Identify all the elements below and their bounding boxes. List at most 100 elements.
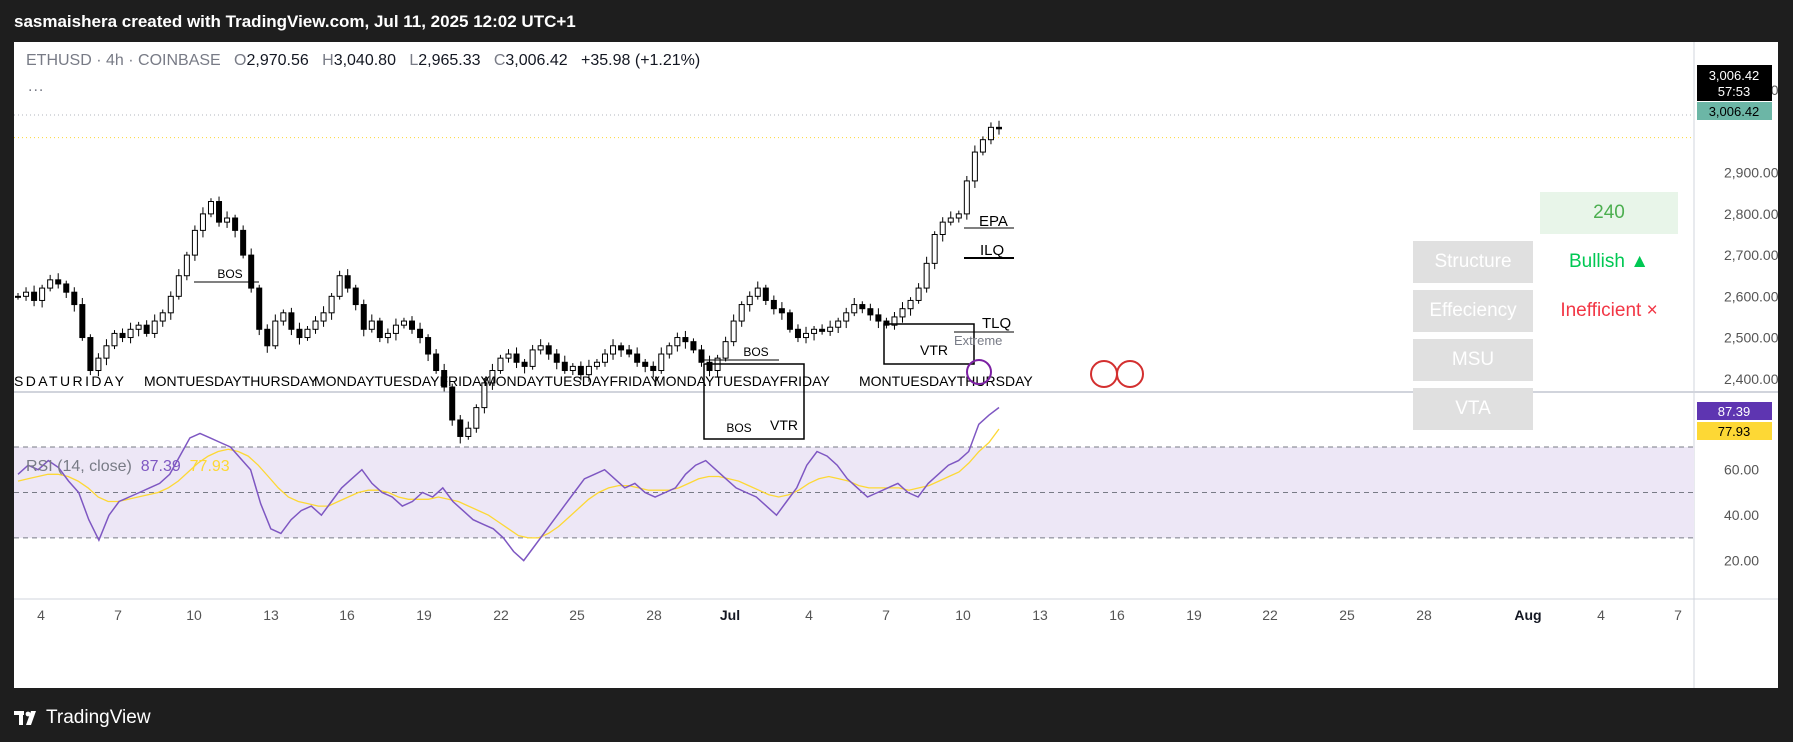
candle-body — [505, 353, 512, 359]
candle-body — [561, 361, 568, 372]
ohlc-legend: ETHUSD · 4h · COINBASE O2,970.56 H3,040.… — [26, 52, 700, 70]
candle-body — [376, 320, 383, 339]
candle-body — [417, 328, 424, 339]
time-tick-label: 7 — [882, 607, 890, 623]
candle-body — [368, 320, 375, 330]
candle-body — [634, 353, 641, 363]
candle-body — [119, 332, 126, 339]
candle-body — [899, 308, 906, 318]
candle-body — [513, 353, 520, 363]
day-labels: MONDAYTUESDAYFRIDAY — [484, 373, 660, 389]
candle-body — [240, 229, 247, 256]
candle-body — [626, 349, 633, 355]
msu-label: MSU — [1413, 339, 1533, 381]
day-labels: MONTUESDAYTHURSDAY — [859, 373, 1033, 389]
vtr-label-1: VTR — [770, 417, 798, 433]
candle-body — [794, 328, 801, 339]
tradingview-logo-icon — [14, 711, 36, 725]
candle-body — [987, 126, 994, 141]
time-tick-label: 25 — [1339, 607, 1355, 623]
rsi-ma-value: 77.93 — [189, 458, 230, 475]
candle-body — [497, 357, 504, 372]
candle-body — [674, 337, 681, 347]
candle-body — [63, 283, 70, 293]
candle-body — [151, 320, 158, 334]
time-tick-label: 25 — [569, 607, 585, 623]
candle-body — [537, 345, 544, 351]
candle-body — [328, 295, 335, 314]
time-tick-label: 10 — [955, 607, 971, 623]
structure-label: Structure — [1413, 241, 1533, 283]
candle-body — [843, 312, 850, 322]
rsi-name[interactable]: RSI (14, close) — [26, 458, 132, 475]
close-price-text: 3,006.42 — [1709, 104, 1760, 119]
rsi-ma-line — [17, 428, 1000, 539]
candle-body — [159, 312, 166, 322]
candle-body — [473, 407, 480, 429]
vtr-box-1 — [703, 363, 805, 440]
candle-body — [569, 365, 576, 372]
low-label: L — [409, 52, 419, 69]
candle-body — [320, 312, 327, 322]
candle-body — [31, 291, 38, 301]
candle-body — [296, 328, 303, 339]
candle-body — [199, 213, 206, 231]
candle-body — [521, 361, 528, 367]
more-options-icon[interactable]: ... — [28, 78, 45, 95]
candle-body — [923, 262, 930, 289]
price-tick-label: 2,600.00 — [1724, 288, 1778, 304]
candle-body — [360, 304, 367, 330]
candle-body — [216, 201, 223, 223]
candle-body — [601, 353, 608, 363]
candle-body — [55, 279, 62, 285]
tradingview-logo[interactable]: TradingView — [14, 704, 151, 732]
candle-body — [336, 275, 343, 297]
candle-body — [907, 299, 914, 310]
last-price-badge — [1697, 65, 1772, 101]
candle-body — [465, 427, 472, 437]
candle-body — [39, 287, 46, 301]
candle-body — [786, 312, 793, 330]
candle-body — [875, 314, 882, 322]
candle-body — [143, 324, 150, 334]
rsi-legend: RSI (14, close) 87.39 77.93 — [26, 458, 230, 476]
efficiency-value: Inefficient × — [1560, 300, 1658, 321]
us-flag-icon — [1090, 360, 1118, 388]
chart-canvas[interactable]: 3,100.002,900.002,800.002,700.002,600.00… — [14, 42, 1778, 688]
candle-body — [762, 287, 769, 301]
open-label: O — [234, 52, 247, 69]
symbol-label[interactable]: ETHUSD · 4h · COINBASE — [26, 52, 221, 69]
candle-body — [248, 254, 255, 289]
epa-label: EPA — [979, 213, 1008, 230]
candle-body — [971, 151, 978, 182]
structure-value: Bullish ▲ — [1568, 251, 1650, 272]
candle-body — [939, 221, 946, 235]
candle-body — [827, 326, 834, 332]
chart-credit: sasmaishera created with TradingView.com… — [14, 12, 576, 31]
tlq-label: TLQ — [982, 315, 1011, 332]
candle-body — [819, 328, 826, 332]
candle-body — [288, 312, 295, 330]
time-tick-label: 10 — [186, 607, 202, 623]
change-value: +35.98 (+1.21%) — [581, 52, 701, 69]
candle-body — [352, 287, 359, 306]
candle-body — [449, 386, 456, 421]
time-tick-label: 16 — [1109, 607, 1125, 623]
close-label: C — [493, 52, 506, 69]
candle-body — [811, 328, 818, 334]
candle-body — [344, 275, 351, 289]
candle-body — [955, 213, 962, 219]
candle-body — [698, 349, 705, 363]
day-labels: MONDAYTUESDAYFRIDAY — [654, 373, 830, 389]
price-tick-label: 2,900.00 — [1724, 165, 1778, 181]
high-label: H — [322, 52, 334, 69]
candle-body — [658, 353, 665, 372]
candle-body — [529, 349, 536, 367]
candle-body — [127, 328, 134, 339]
time-tick-label: 28 — [646, 607, 662, 623]
candle-body — [545, 345, 552, 355]
efficiency-label: Effeciency — [1413, 290, 1533, 332]
candle-body — [690, 341, 697, 351]
ilq-label: ILQ — [980, 242, 1004, 259]
brand-name: TradingView — [46, 707, 151, 728]
